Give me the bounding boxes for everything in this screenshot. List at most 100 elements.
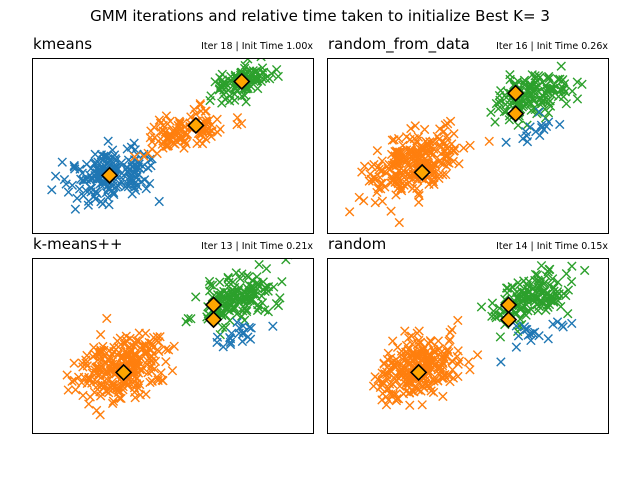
data-point-green bbox=[253, 302, 264, 313]
data-point-green bbox=[254, 259, 264, 270]
cluster-center-marker bbox=[115, 363, 133, 382]
data-point-blue bbox=[102, 154, 113, 164]
data-point-orange bbox=[377, 178, 388, 189]
data-point-green bbox=[476, 302, 487, 312]
data-point-blue bbox=[133, 169, 143, 179]
data-point-green bbox=[527, 81, 537, 91]
data-point-orange bbox=[102, 313, 112, 324]
data-point-green bbox=[263, 286, 273, 296]
data-point-orange bbox=[95, 410, 105, 420]
data-point-orange bbox=[116, 393, 126, 404]
data-point-orange bbox=[358, 196, 369, 206]
data-point-orange bbox=[167, 366, 178, 376]
data-point-orange bbox=[414, 326, 424, 336]
data-point-blue bbox=[90, 194, 101, 204]
data-point-green bbox=[491, 312, 501, 323]
data-point-green bbox=[239, 315, 250, 325]
data-point-orange bbox=[437, 357, 448, 367]
data-point-orange bbox=[438, 373, 449, 383]
data-point-orange bbox=[81, 358, 91, 368]
data-point-orange bbox=[95, 347, 105, 358]
data-point-green bbox=[513, 278, 523, 288]
data-point-green bbox=[224, 303, 234, 313]
data-point-orange bbox=[386, 178, 396, 188]
data-point-orange bbox=[179, 135, 190, 146]
data-point-orange bbox=[142, 355, 153, 366]
data-point-orange bbox=[439, 126, 449, 137]
data-point-blue bbox=[535, 130, 545, 141]
data-point-orange bbox=[117, 380, 127, 391]
data-point-orange bbox=[428, 176, 438, 187]
data-point-green bbox=[223, 273, 234, 284]
panel-title-random: random bbox=[328, 235, 387, 253]
data-point-blue bbox=[116, 176, 126, 186]
data-point-orange bbox=[407, 183, 418, 194]
data-point-orange bbox=[402, 179, 412, 189]
data-point-green bbox=[560, 87, 571, 97]
data-point-orange bbox=[384, 384, 394, 394]
data-point-orange bbox=[373, 374, 383, 384]
data-point-green bbox=[528, 294, 539, 305]
data-point-green bbox=[244, 288, 255, 298]
data-point-blue bbox=[534, 107, 544, 117]
data-point-green bbox=[242, 304, 252, 315]
data-point-blue bbox=[77, 168, 87, 178]
data-point-blue bbox=[144, 178, 155, 189]
data-point-green bbox=[244, 280, 254, 290]
data-point-green bbox=[495, 332, 506, 342]
data-point-orange bbox=[412, 183, 422, 194]
data-point-blue bbox=[245, 334, 256, 344]
data-point-blue bbox=[543, 117, 554, 127]
data-point-orange bbox=[442, 344, 453, 355]
data-point-green bbox=[540, 104, 550, 114]
data-point-orange bbox=[158, 126, 168, 136]
data-point-green bbox=[541, 289, 551, 299]
data-point-blue bbox=[69, 160, 79, 171]
data-point-orange bbox=[387, 135, 398, 145]
data-point-green bbox=[553, 74, 563, 85]
data-point-green bbox=[561, 269, 572, 279]
data-point-orange bbox=[201, 116, 212, 127]
data-point-orange bbox=[146, 126, 156, 136]
data-point-orange bbox=[197, 138, 208, 149]
data-point-green bbox=[555, 74, 565, 84]
data-point-orange bbox=[372, 187, 382, 198]
data-point-blue bbox=[81, 185, 91, 196]
data-point-blue bbox=[234, 328, 244, 338]
data-point-green bbox=[229, 286, 239, 296]
data-point-green bbox=[271, 64, 282, 75]
data-point-green bbox=[567, 261, 577, 271]
data-point-green bbox=[261, 263, 272, 274]
data-point-green bbox=[231, 268, 241, 278]
data-point-orange bbox=[85, 392, 95, 402]
data-point-blue bbox=[103, 136, 113, 146]
data-point-orange bbox=[215, 124, 225, 134]
data-point-orange bbox=[414, 155, 424, 165]
data-point-orange bbox=[458, 143, 469, 153]
data-point-orange bbox=[386, 206, 396, 216]
data-point-orange bbox=[415, 337, 426, 348]
data-point-green bbox=[488, 306, 499, 316]
data-point-blue bbox=[225, 333, 236, 344]
data-point-orange bbox=[156, 368, 166, 378]
data-point-orange bbox=[428, 158, 438, 169]
data-point-orange bbox=[401, 357, 412, 368]
scatter-panel-kmeans-plus-plus bbox=[32, 258, 314, 434]
data-point-orange bbox=[152, 332, 163, 342]
data-point-blue bbox=[109, 150, 120, 160]
data-point-green bbox=[577, 79, 587, 90]
cluster-center-marker bbox=[187, 116, 205, 135]
data-point-blue bbox=[72, 193, 82, 204]
data-point-green bbox=[563, 285, 574, 295]
data-point-orange bbox=[414, 188, 424, 198]
data-point-orange bbox=[403, 378, 414, 388]
data-point-orange bbox=[428, 387, 439, 398]
axes-frame bbox=[327, 258, 609, 434]
data-point-orange bbox=[410, 139, 421, 150]
data-point-green bbox=[563, 309, 573, 319]
data-point-orange bbox=[161, 344, 171, 354]
data-point-green bbox=[534, 276, 544, 287]
data-point-green bbox=[277, 276, 287, 287]
data-point-orange bbox=[344, 207, 355, 217]
data-point-green bbox=[572, 77, 582, 87]
